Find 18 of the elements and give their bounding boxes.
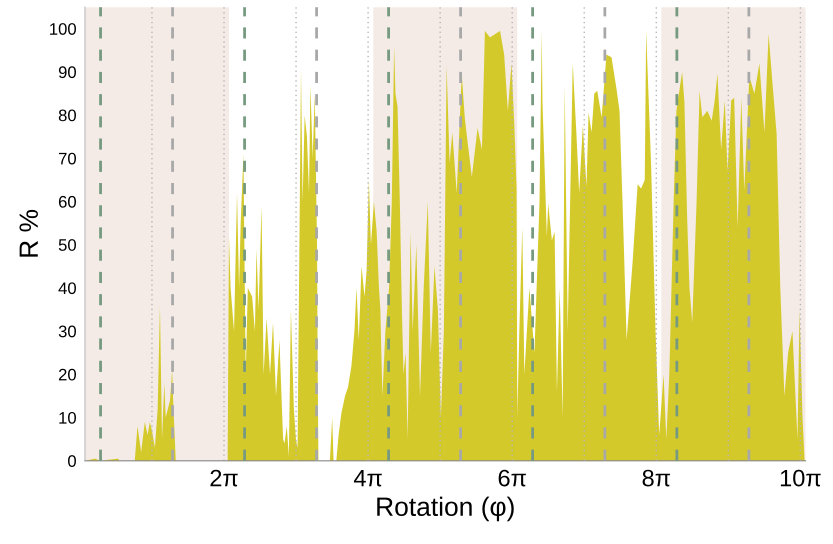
x-tick-label: 4π bbox=[354, 470, 382, 486]
x-tick-label: 8π bbox=[642, 470, 670, 486]
y-tick-label: 30 bbox=[58, 326, 76, 338]
y-tick-label: 90 bbox=[58, 66, 76, 78]
y-tick-label: 70 bbox=[58, 152, 76, 165]
y-tick-label: 40 bbox=[58, 282, 76, 294]
y-tick-label: 20 bbox=[58, 368, 76, 381]
y-tick-label: 100 bbox=[50, 23, 76, 35]
y-tick-label: 60 bbox=[58, 196, 76, 208]
y-axis-title: R % bbox=[19, 210, 38, 257]
x-tick-label: 2π bbox=[210, 470, 238, 486]
y-tick-label: 0 bbox=[68, 455, 76, 467]
x-tick-label: 6π bbox=[498, 470, 526, 486]
y-tick-label: 50 bbox=[58, 239, 76, 251]
x-axis-title: Rotation (φ) bbox=[377, 496, 514, 522]
y-tick-label: 80 bbox=[58, 109, 76, 122]
x-tick-label: 10π bbox=[780, 470, 821, 486]
y-tick-label: 10 bbox=[59, 412, 76, 424]
